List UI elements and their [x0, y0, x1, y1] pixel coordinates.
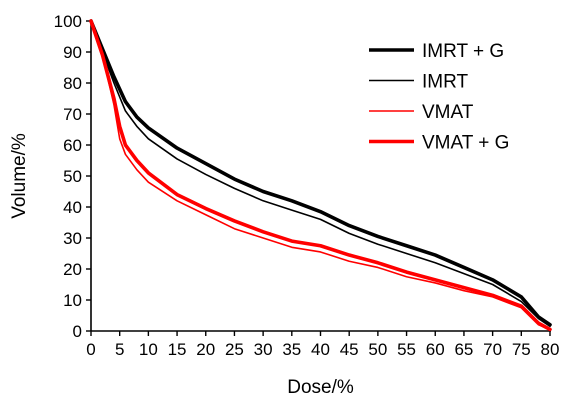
- x-tick-label: 35: [282, 340, 301, 359]
- x-tick-label: 25: [225, 340, 244, 359]
- y-tick-label: 10: [63, 291, 82, 310]
- y-tick-label: 100: [54, 12, 82, 31]
- y-tick-label: 0: [73, 322, 82, 341]
- x-tick-label: 65: [454, 340, 473, 359]
- y-tick-label: 40: [63, 198, 82, 217]
- x-tick-label: 0: [86, 340, 95, 359]
- x-tick-label: 70: [483, 340, 502, 359]
- legend-label-imrt-g: IMRT + G: [422, 41, 504, 62]
- y-tick-label: 60: [63, 136, 82, 155]
- x-tick-label: 45: [340, 340, 359, 359]
- legend-label-vmat: VMAT: [422, 102, 474, 123]
- x-tick-label: 30: [254, 340, 273, 359]
- x-tick-label: 75: [512, 340, 531, 359]
- legend-label-imrt: IMRT: [422, 72, 468, 93]
- legend: IMRT + G IMRT VMAT VMAT + G: [369, 41, 509, 154]
- y-tick-label: 80: [63, 74, 82, 93]
- x-tick-label: 50: [368, 340, 387, 359]
- series-line-vmat-g: [89, 19, 552, 332]
- x-tick-label: 55: [397, 340, 416, 359]
- y-tick-label: 70: [63, 105, 82, 124]
- x-axis-title: Dose/%: [287, 377, 354, 398]
- legend-label-vmat-g: VMAT + G: [422, 133, 509, 154]
- y-tick-label: 20: [63, 260, 82, 279]
- x-tick-label: 5: [115, 340, 124, 359]
- x-tick-label: 60: [426, 340, 445, 359]
- y-tick-label: 90: [63, 43, 82, 62]
- x-tick-label: 15: [168, 340, 187, 359]
- series-line-vmat: [90, 20, 551, 331]
- series-lines: [89, 19, 552, 332]
- axes: 0 10 20 30 40 50 60 70 80 90 100 0 5 10 15 20 25 30 35 40 45…: [9, 12, 559, 398]
- x-tick-label: 80: [541, 340, 560, 359]
- y-tick-label: 30: [63, 229, 82, 248]
- series-line-imrt-g: [89, 19, 552, 327]
- y-axis-title: Volume/%: [9, 133, 30, 219]
- x-tick-label: 40: [311, 340, 330, 359]
- x-tick-label: 10: [139, 340, 158, 359]
- series-line-imrt: [90, 20, 551, 328]
- x-tick-label: 20: [196, 340, 215, 359]
- y-tick-label: 50: [63, 167, 82, 186]
